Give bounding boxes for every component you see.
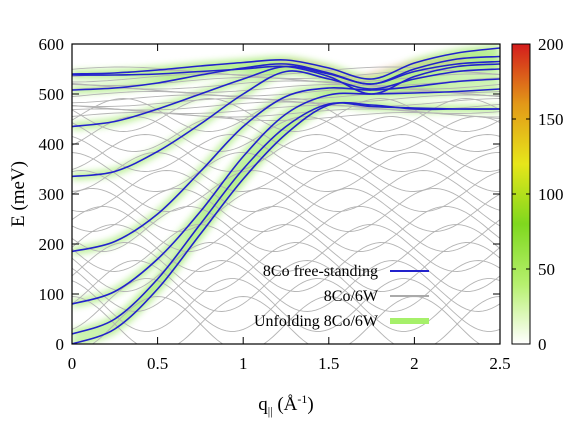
colorbar-tick-label: 100 bbox=[538, 185, 564, 204]
colorbar-ticks: 0 50 100 150 200 bbox=[512, 35, 564, 354]
8co-6w-band-line bbox=[72, 260, 500, 312]
8co-6w-band-line bbox=[72, 94, 500, 104]
colorbar-tick-label: 50 bbox=[538, 260, 555, 279]
colorbar-tick-label: 200 bbox=[538, 35, 564, 54]
8co-free-standing-bands bbox=[72, 47, 500, 344]
8co-6w-band-line bbox=[72, 80, 500, 90]
y-tick-label: 600 bbox=[39, 35, 65, 54]
y-tick-label: 200 bbox=[39, 235, 65, 254]
8co-6w-band-line bbox=[72, 188, 500, 232]
8co-6w-band-line bbox=[72, 224, 500, 272]
x-tick-label: 1 bbox=[239, 354, 248, 373]
x-axis-ticks: 0 0.5 1 1.5 2 2.5 bbox=[68, 44, 511, 373]
8co-6w-band-line bbox=[72, 170, 500, 212]
y-tick-label: 100 bbox=[39, 285, 65, 304]
free-standing-band-1 bbox=[72, 102, 500, 335]
free-standing-band-4 bbox=[72, 68, 500, 178]
8co-6w-band-line bbox=[72, 134, 500, 172]
legend-label-8co-6w: 8Co/6W bbox=[324, 288, 379, 305]
y-tick-label: 500 bbox=[39, 85, 65, 104]
legend: 8Co free-standing 8Co/6W Unfolding 8Co/6… bbox=[254, 263, 429, 330]
8co-6w-band-line bbox=[72, 170, 500, 212]
free-standing-band-7 bbox=[72, 47, 500, 80]
y-axis-label: E (meV) bbox=[8, 161, 29, 227]
x-tick-label: 0 bbox=[68, 354, 77, 373]
legend-label-unfolding: Unfolding 8Co/6W bbox=[254, 313, 379, 330]
8co-6w-band-line bbox=[72, 278, 500, 332]
8co-6w-band-line bbox=[72, 260, 500, 312]
8co-6w-band-line bbox=[72, 84, 500, 93]
8co-6w-band-line bbox=[72, 116, 500, 152]
x-tick-label: 0.5 bbox=[147, 354, 168, 373]
y-tick-label: 400 bbox=[39, 135, 65, 154]
y-tick-label: 0 bbox=[56, 335, 65, 354]
colorbar: 0 50 100 150 200 bbox=[511, 35, 564, 354]
free-standing-band-8 bbox=[72, 63, 500, 95]
x-tick-label: 2.5 bbox=[489, 354, 510, 373]
8co-6w-band-line bbox=[72, 188, 500, 232]
8co-6w-band-line bbox=[72, 152, 500, 192]
8co-6w-band-line bbox=[91, 296, 500, 344]
y-axis-ticks: 0 100 200 300 400 500 600 bbox=[39, 35, 500, 354]
8co-6w-band-line bbox=[72, 105, 500, 114]
free-standing-band-2 bbox=[72, 88, 500, 305]
8co-6w-band-line bbox=[72, 152, 500, 192]
8co-6w-band-line bbox=[72, 206, 500, 252]
x-axis-label: q|| (Å-1) bbox=[258, 392, 313, 418]
x-tick-label: 1.5 bbox=[318, 354, 339, 373]
unfolding-intensity-hotspot bbox=[277, 59, 466, 81]
8co-6w-band-line bbox=[72, 91, 500, 100]
8co-6w-band-line bbox=[72, 98, 500, 132]
y-tick-label: 300 bbox=[39, 185, 65, 204]
plot-area bbox=[71, 43, 501, 345]
legend-label-free-standing: 8Co free-standing bbox=[263, 263, 378, 280]
colorbar-tick-label: 0 bbox=[538, 335, 547, 354]
8co-6w-band-line bbox=[72, 242, 500, 292]
8co-6w-band-line bbox=[72, 116, 500, 152]
colorbar-tick-label: 150 bbox=[538, 110, 564, 129]
free-standing-band-6 bbox=[72, 55, 500, 91]
8co-6w-band-line bbox=[72, 134, 500, 172]
free-standing-band-0 bbox=[72, 101, 500, 344]
x-tick-label: 2 bbox=[410, 354, 419, 373]
free-standing-band-3 bbox=[72, 78, 500, 253]
